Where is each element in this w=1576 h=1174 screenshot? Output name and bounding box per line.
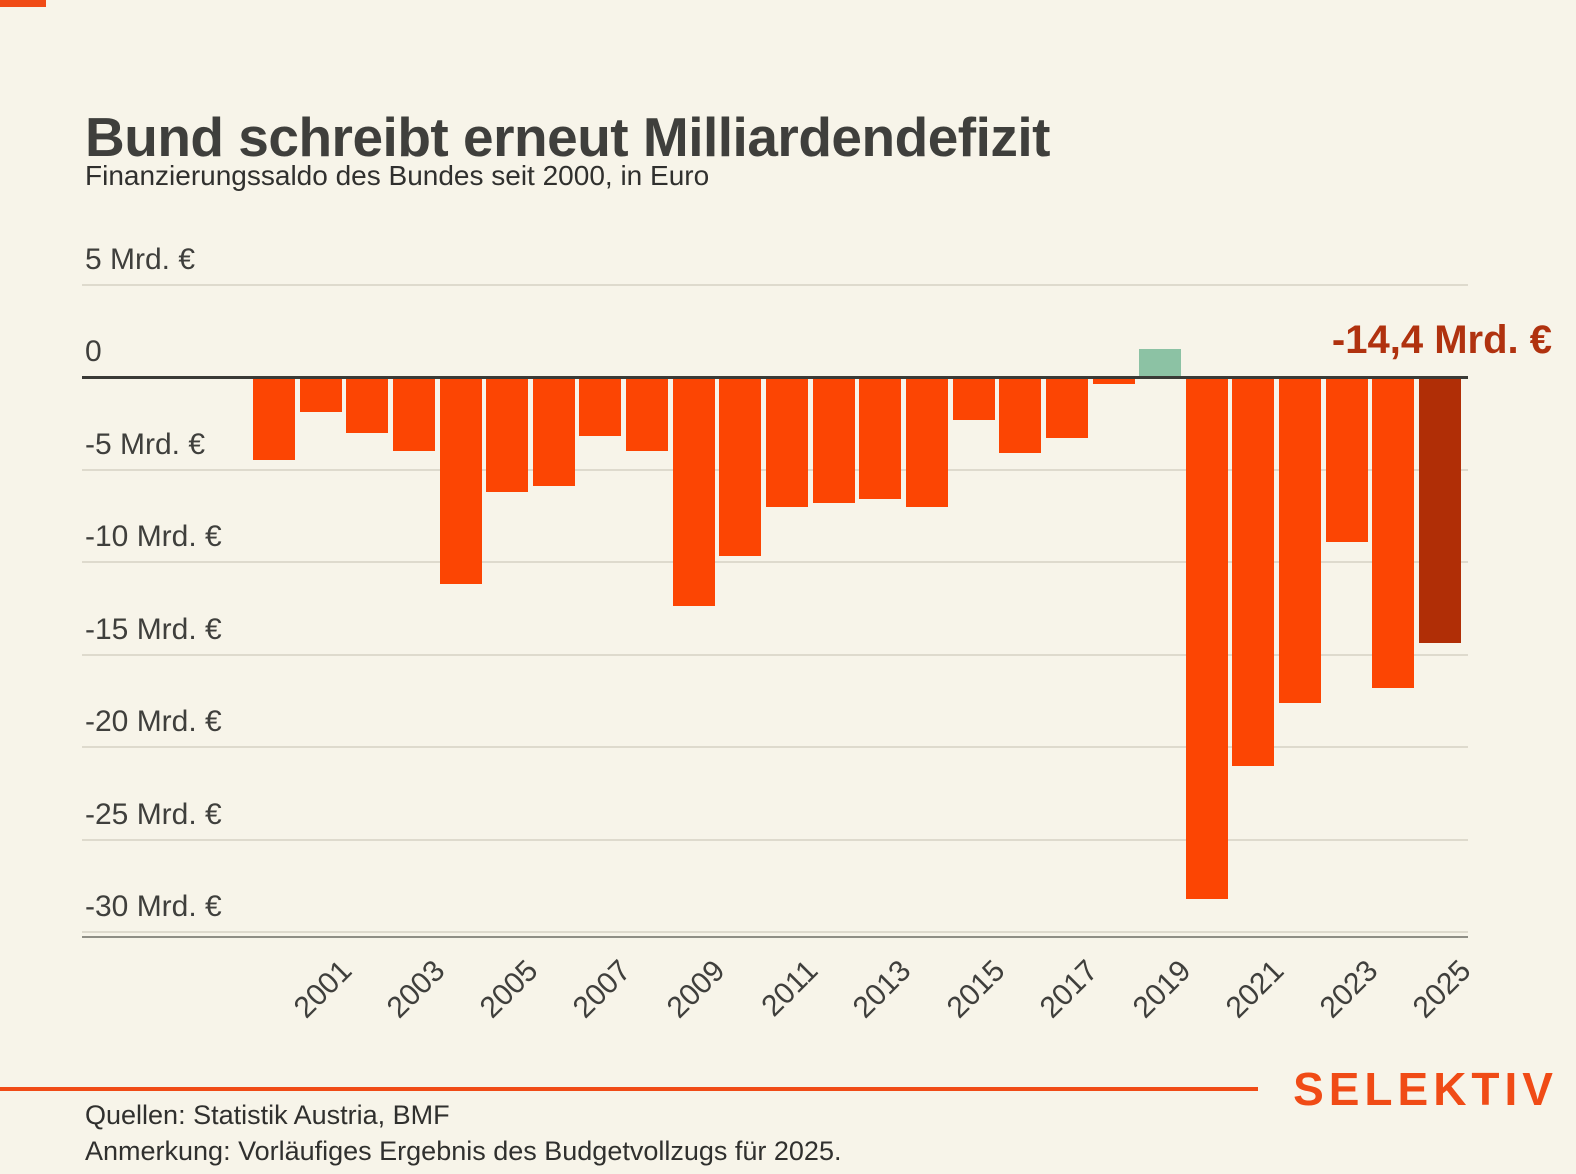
source-line: Quellen: Statistik Austria, BMF (85, 1100, 450, 1130)
bar-2010 (719, 377, 762, 557)
bar-2004 (439, 377, 482, 585)
page-subtitle: Finanzierungssaldo des Bundes seit 2000,… (85, 160, 710, 191)
x-tick-2011: 2011 (755, 954, 825, 1023)
x-tick-2013: 2013 (847, 954, 918, 1025)
bar-2018 (1092, 377, 1135, 385)
page-title: Bund schreibt erneut Milliardendefizit (85, 105, 1050, 168)
gridline (82, 838, 1468, 841)
y-tick-label: -10 Mrd. € (85, 520, 222, 553)
x-tick-2015: 2015 (940, 954, 1011, 1025)
bar-2014 (905, 377, 948, 507)
y-tick-label: 0 (85, 335, 102, 368)
bar-2020 (1185, 377, 1228, 899)
bar-2008 (626, 377, 669, 451)
x-tick-2019: 2019 (1126, 954, 1198, 1025)
gridline (82, 746, 1468, 748)
bar-2025 (1419, 377, 1461, 644)
x-tick-2003: 2003 (380, 954, 452, 1025)
bar-2002 (346, 377, 389, 433)
x-tick-2025: 2025 (1406, 954, 1478, 1025)
gridline (82, 561, 1468, 563)
bar-2005 (486, 377, 529, 492)
bar-2017 (1045, 377, 1088, 439)
gridline (82, 931, 1468, 933)
selektiv-logo: SELEKTIV (1293, 1063, 1558, 1115)
bar-2007 (579, 377, 622, 437)
bar-2012 (812, 377, 855, 503)
y-tick-label: -15 Mrd. € (85, 612, 222, 646)
bar-2011 (766, 377, 809, 507)
y-tick-label: 5 Mrd. € (85, 242, 196, 276)
x-tick-2023: 2023 (1313, 954, 1385, 1025)
bar-2003 (392, 377, 435, 451)
x-tick-2009: 2009 (660, 954, 732, 1025)
y-tick-label: -20 Mrd. € (85, 705, 222, 738)
gridline (82, 653, 1468, 656)
zero-line (82, 376, 1468, 379)
bar-2016 (999, 377, 1042, 453)
y-tick-label: -30 Mrd. € (85, 890, 222, 923)
y-tick-label: -25 Mrd. € (85, 797, 222, 831)
x-tick-2005: 2005 (473, 954, 545, 1025)
value-annotation: -14,4 Mrd. € (1331, 318, 1552, 362)
bar-2023 (1325, 377, 1368, 542)
page-corner-accent (0, 0, 46, 7)
bar-2009 (672, 377, 715, 607)
bar-2000 (253, 377, 295, 461)
bar-2013 (859, 377, 902, 500)
gridline (82, 283, 1468, 286)
x-tick-2021: 2021 (1220, 954, 1291, 1025)
x-tick-2007: 2007 (567, 954, 638, 1025)
x-tick-2017: 2017 (1033, 954, 1105, 1025)
y-tick-label: -5 Mrd. € (85, 427, 206, 461)
bar-2001 (299, 377, 342, 413)
bar-2024 (1372, 377, 1415, 688)
x-axis-line (82, 936, 1468, 938)
bar-2006 (532, 377, 575, 487)
bar-2015 (952, 377, 995, 420)
bar-2021 (1232, 377, 1275, 766)
footer-divider (0, 1087, 1258, 1091)
bar-2022 (1279, 377, 1322, 703)
x-tick-2001: 2001 (287, 954, 358, 1025)
note-line: Anmerkung: Vorläufiges Ergebnis des Budg… (85, 1136, 842, 1166)
bar-2019 (1139, 349, 1182, 377)
